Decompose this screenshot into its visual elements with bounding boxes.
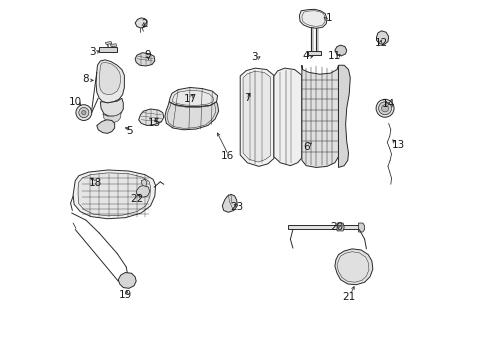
Polygon shape — [100, 98, 123, 116]
Polygon shape — [243, 71, 270, 162]
Circle shape — [81, 111, 86, 115]
Text: 3: 3 — [89, 46, 95, 57]
Text: 19: 19 — [119, 291, 132, 301]
Text: 18: 18 — [89, 178, 102, 188]
Circle shape — [339, 77, 346, 84]
Text: 21: 21 — [342, 292, 355, 302]
Polygon shape — [376, 31, 388, 44]
Polygon shape — [273, 68, 301, 166]
Polygon shape — [102, 113, 121, 123]
Polygon shape — [99, 47, 117, 51]
Text: 4: 4 — [302, 51, 309, 61]
Text: 7: 7 — [244, 93, 250, 103]
Text: 23: 23 — [229, 202, 243, 212]
Circle shape — [340, 87, 346, 93]
Polygon shape — [358, 223, 364, 232]
Text: 10: 10 — [68, 97, 81, 107]
Text: 5: 5 — [126, 126, 133, 135]
Text: 13: 13 — [390, 140, 404, 150]
Text: 2: 2 — [141, 19, 147, 29]
Text: 16: 16 — [220, 150, 233, 161]
Polygon shape — [240, 68, 273, 166]
Polygon shape — [141, 179, 147, 186]
Text: 3: 3 — [251, 52, 257, 62]
Polygon shape — [99, 62, 121, 95]
Circle shape — [340, 144, 346, 150]
Polygon shape — [78, 173, 150, 216]
Circle shape — [79, 108, 89, 118]
Polygon shape — [336, 223, 344, 231]
Text: 14: 14 — [381, 99, 394, 109]
Polygon shape — [308, 51, 320, 55]
Polygon shape — [222, 194, 237, 212]
Polygon shape — [338, 65, 349, 167]
Text: 9: 9 — [144, 50, 151, 60]
Circle shape — [375, 99, 393, 117]
Polygon shape — [334, 249, 372, 285]
Polygon shape — [135, 18, 147, 28]
Polygon shape — [139, 109, 163, 126]
Circle shape — [339, 134, 346, 140]
Text: 6: 6 — [302, 142, 309, 152]
Polygon shape — [299, 9, 326, 28]
Text: 17: 17 — [183, 94, 196, 104]
Polygon shape — [164, 102, 218, 130]
Circle shape — [76, 105, 92, 121]
Polygon shape — [105, 41, 112, 44]
Polygon shape — [169, 87, 217, 107]
Polygon shape — [287, 225, 359, 229]
Circle shape — [379, 36, 385, 41]
Polygon shape — [136, 185, 149, 197]
Text: 12: 12 — [374, 38, 387, 48]
Text: 20: 20 — [330, 222, 343, 232]
Polygon shape — [334, 45, 346, 56]
Circle shape — [381, 105, 388, 112]
Text: 22: 22 — [130, 194, 143, 204]
Text: 11: 11 — [327, 51, 341, 61]
Polygon shape — [135, 53, 155, 66]
Text: 8: 8 — [82, 74, 89, 84]
Circle shape — [378, 102, 391, 115]
Polygon shape — [96, 60, 124, 103]
Polygon shape — [73, 170, 155, 219]
Text: 1: 1 — [325, 13, 331, 23]
Polygon shape — [118, 273, 136, 288]
Polygon shape — [110, 44, 117, 46]
Text: 15: 15 — [147, 118, 161, 128]
Polygon shape — [97, 120, 115, 134]
Polygon shape — [301, 65, 338, 167]
